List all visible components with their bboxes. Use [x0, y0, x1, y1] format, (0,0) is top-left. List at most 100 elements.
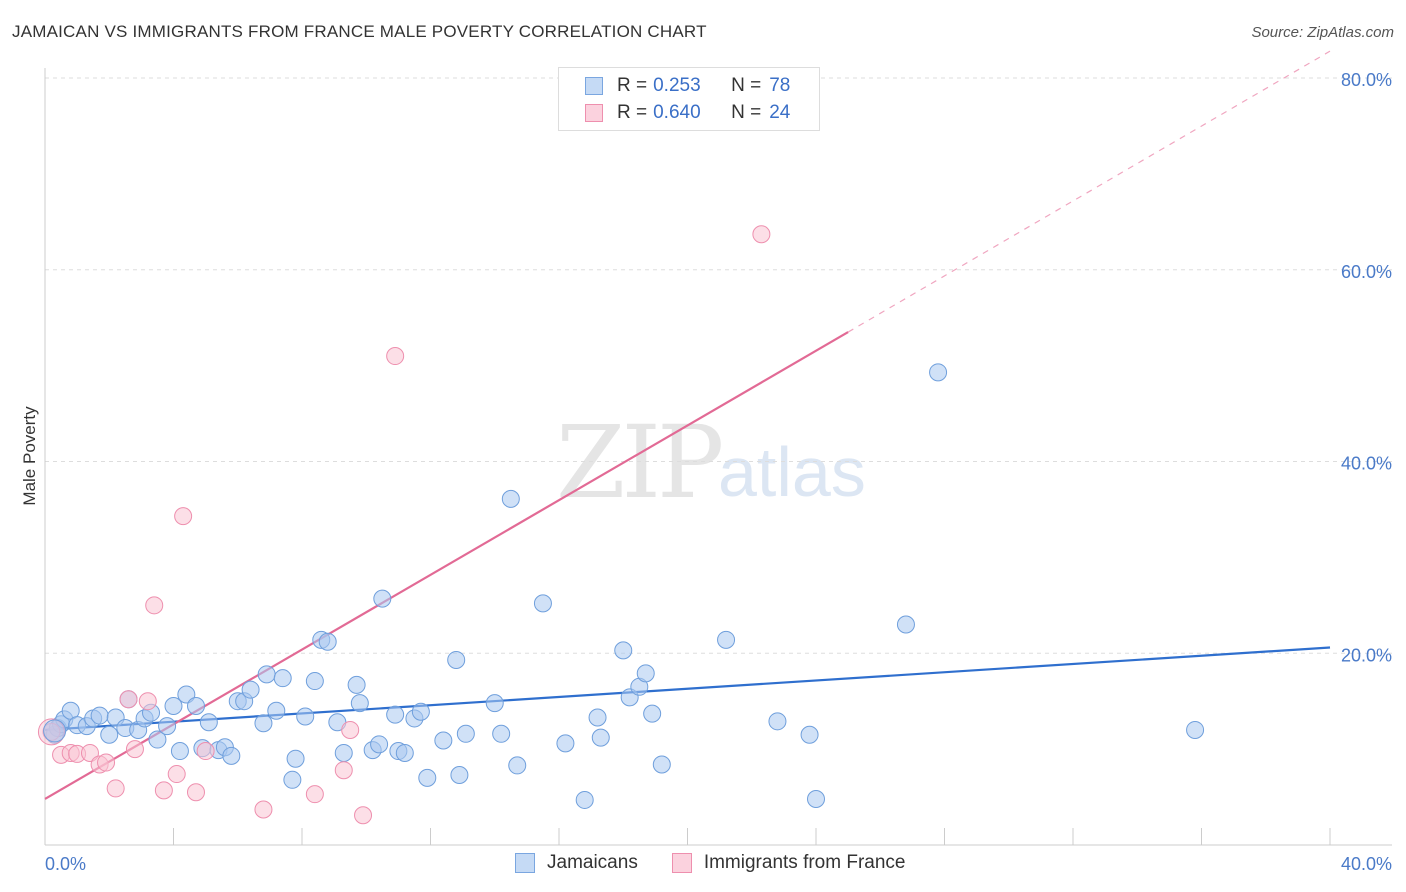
point-jamaicans [199, 713, 218, 732]
point-france [145, 596, 164, 615]
point-jamaicans [158, 717, 177, 736]
point-france [196, 742, 215, 761]
watermark-atlas: atlas [718, 433, 866, 511]
legend-r-label: R = [617, 102, 648, 123]
point-jamaicans [273, 669, 292, 688]
legend-r-value: 0.640 [653, 102, 701, 123]
point-france [334, 761, 353, 780]
legend-swatch-france [585, 104, 603, 122]
point-jamaicans [283, 770, 302, 789]
point-jamaicans-large [43, 719, 67, 743]
point-jamaicans [896, 615, 915, 634]
point-france [254, 800, 273, 819]
grid-lines [45, 77, 1392, 654]
stats-legend: R = 0.253 N = 78 R = 0.640 N = 24 [558, 67, 820, 131]
point-jamaicans [614, 641, 633, 660]
point-jamaicans [456, 724, 475, 743]
legend-swatch-jamaicans [515, 853, 535, 873]
trend-line-france-extension [847, 50, 1331, 333]
point-france [386, 347, 405, 366]
point-jamaicans [485, 694, 504, 713]
legend-r-label: R = [617, 75, 648, 96]
y-tick-label: 20.0% [1341, 645, 1392, 665]
legend-swatch-france [671, 853, 692, 873]
y-axis-label: Male Poverty [20, 406, 39, 506]
chart-title: JAMAICAN VS IMMIGRANTS FROM FRANCE MALE … [12, 22, 707, 41]
point-jamaicans [350, 694, 369, 713]
trend-line-jamaicans [44, 646, 1331, 732]
point-jamaicans [318, 632, 337, 651]
legend-r-value: 0.253 [653, 75, 701, 96]
point-jamaicans [508, 756, 527, 775]
point-jamaicans [334, 743, 353, 762]
point-jamaicans [636, 664, 655, 683]
legend-item-france[interactable]: Immigrants from France [671, 852, 906, 874]
legend-n-label: N = [731, 75, 762, 96]
point-jamaicans [286, 749, 305, 768]
point-jamaicans [395, 743, 414, 762]
point-jamaicans [411, 702, 430, 721]
point-france [305, 785, 324, 804]
point-jamaicans [492, 724, 511, 743]
point-france [119, 690, 138, 709]
point-jamaicans [807, 789, 825, 808]
point-france [186, 783, 205, 802]
point-jamaicans [370, 735, 389, 754]
point-jamaicans [450, 766, 469, 785]
y-tick-label: 80.0% [1341, 70, 1392, 90]
point-jamaicans [1186, 720, 1205, 739]
point-france [752, 225, 771, 244]
point-france [167, 765, 186, 784]
point-jamaicans [652, 755, 671, 774]
point-jamaicans [501, 489, 520, 508]
point-jamaicans [90, 706, 109, 725]
point-jamaicans [575, 790, 594, 809]
point-france [154, 781, 173, 800]
point-france [174, 507, 193, 526]
point-jamaicans [588, 708, 607, 727]
point-jamaicans [533, 594, 552, 613]
point-jamaicans [556, 734, 575, 753]
legend-swatch-jamaicans [585, 77, 603, 95]
point-jamaicans [257, 665, 276, 684]
point-jamaicans [186, 696, 205, 715]
point-france [341, 720, 360, 739]
point-jamaicans [267, 701, 286, 720]
point-jamaicans [800, 725, 819, 744]
trend-lines [44, 50, 1331, 800]
legend-n-label: N = [731, 102, 762, 123]
point-jamaicans [418, 768, 437, 787]
point-jamaicans [447, 650, 466, 669]
point-jamaicans [717, 630, 736, 649]
data-points [37, 225, 1205, 825]
point-france [138, 692, 157, 711]
legend-n-value: 78 [769, 75, 791, 96]
point-jamaicans [305, 672, 324, 691]
legend-row-jamaicans: R = 0.253 N = 78 [585, 73, 790, 99]
trend-line-france [44, 331, 849, 800]
legend-row-france: R = 0.640 N = 24 [585, 100, 790, 126]
point-france [97, 753, 116, 772]
point-jamaicans [100, 725, 119, 744]
point-france [354, 806, 373, 825]
point-jamaicans [170, 742, 189, 761]
point-jamaicans [386, 705, 405, 724]
legend-label-france: Immigrants from France [703, 852, 906, 873]
point-jamaicans [222, 746, 241, 765]
point-jamaicans [768, 712, 787, 731]
legend-label-jamaicans: Jamaicans [547, 852, 638, 873]
x-tick-label-max: 40.0% [1341, 854, 1392, 874]
watermark-zip: ZIP [556, 404, 724, 521]
point-jamaicans [929, 363, 948, 382]
legend-item-jamaicans[interactable]: Jamaicans [515, 852, 638, 874]
x-tick-label-min: 0.0% [45, 854, 86, 874]
point-jamaicans [643, 704, 662, 723]
axes [44, 68, 1392, 846]
y-tick-label: 40.0% [1341, 454, 1392, 474]
point-jamaicans [347, 675, 366, 694]
point-jamaicans [177, 685, 196, 704]
y-tick-label: 60.0% [1341, 262, 1392, 282]
point-france [125, 740, 144, 759]
legend-n-value: 24 [769, 102, 791, 123]
